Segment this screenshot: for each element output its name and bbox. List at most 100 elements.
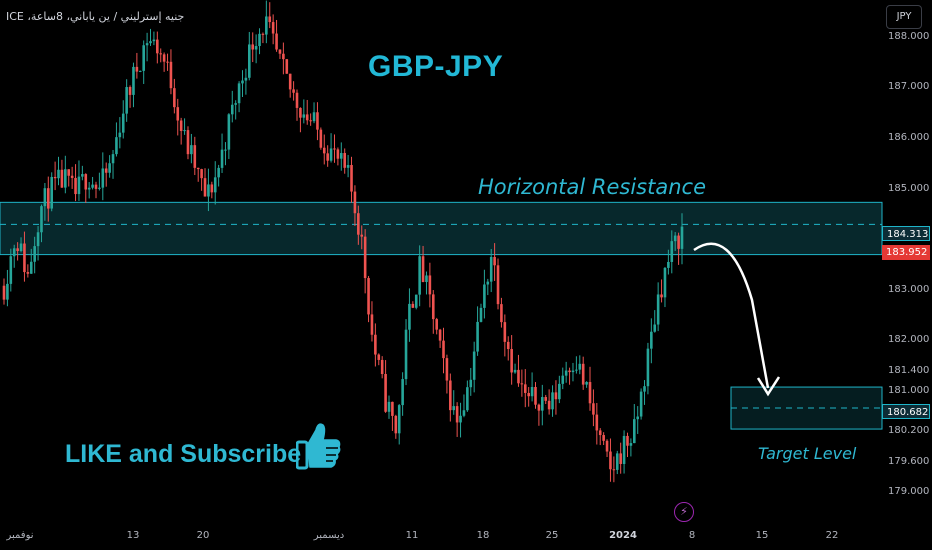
candle-body	[370, 314, 374, 335]
candle-body	[462, 410, 466, 416]
currency-button[interactable]: JPY	[886, 5, 922, 29]
y-tick-label: 182.000	[888, 334, 930, 346]
candle-body	[57, 169, 60, 179]
x-tick-label: 22	[825, 530, 839, 541]
candle-body	[428, 275, 432, 295]
candle-body	[268, 16, 272, 23]
candle-body	[612, 469, 616, 471]
lightning-icon[interactable]: ⚡	[674, 502, 694, 522]
candle-body	[162, 54, 166, 62]
y-tick-label: 180.200	[888, 425, 930, 437]
candle-body	[510, 349, 513, 373]
upper-price-tag: 184.313	[882, 226, 930, 241]
candle-body	[190, 145, 193, 155]
candle-body	[145, 43, 149, 46]
candle-body	[445, 358, 449, 381]
candle-body	[404, 329, 408, 380]
candle-body	[523, 384, 527, 393]
target-label: Target Level	[758, 444, 857, 463]
candle-body	[333, 148, 336, 150]
candle-body	[619, 453, 622, 464]
candle-body	[581, 363, 585, 385]
candle-body	[224, 149, 227, 151]
candle-body	[316, 112, 319, 130]
candle-body	[677, 235, 680, 249]
candle-body	[179, 120, 183, 131]
candle-body	[551, 392, 554, 410]
candle-body	[636, 416, 640, 420]
candle-body	[278, 49, 282, 54]
candle-body	[431, 294, 435, 320]
candle-body	[19, 243, 23, 252]
candle-body	[305, 114, 309, 121]
candle-body	[622, 435, 626, 464]
x-tick-label: 15	[755, 530, 769, 541]
symbol-label[interactable]: جنيه إسترليني / ين ياباني، 8ساعة، ICE	[6, 10, 185, 23]
like-subscribe-text: LIKE and Subscribe	[65, 440, 302, 468]
candle-body	[295, 92, 299, 108]
x-tick-label: 8	[688, 530, 696, 541]
candle-body	[166, 61, 169, 63]
candle-body	[36, 232, 40, 247]
candle-body	[346, 165, 350, 168]
candle-body	[561, 375, 565, 384]
y-tick-label: 187.000	[888, 81, 930, 93]
candle-body	[670, 241, 674, 262]
candle-body	[271, 22, 275, 34]
candle-body	[186, 130, 190, 155]
candle-body	[466, 387, 469, 411]
candle-body	[343, 153, 347, 168]
projection-arrow	[693, 242, 770, 389]
candle-body	[275, 33, 278, 50]
candle-body	[442, 340, 445, 359]
candle-body	[176, 107, 180, 121]
candle-body	[493, 256, 496, 266]
candle-body	[479, 307, 483, 322]
candle-body	[12, 248, 16, 257]
candle-body	[639, 391, 643, 417]
candle-body	[564, 370, 568, 376]
candle-body	[595, 414, 599, 431]
target-price-tag: 180.682	[882, 404, 930, 419]
candle-body	[357, 213, 360, 235]
candle-body	[203, 178, 207, 197]
candle-body	[98, 187, 101, 189]
candle-body	[626, 435, 629, 446]
candle-body	[132, 66, 135, 95]
x-tick-label: 11	[405, 530, 419, 541]
chart-title: GBP-JPY	[368, 50, 504, 83]
candle-body	[667, 261, 670, 268]
candle-body	[489, 256, 493, 282]
candle-body	[152, 39, 156, 42]
candle-body	[53, 176, 57, 179]
candle-body	[9, 256, 13, 284]
candle-body	[500, 304, 503, 323]
candle-body	[534, 386, 537, 405]
candle-body	[673, 235, 677, 242]
candle-body	[326, 153, 329, 161]
candle-body	[660, 294, 663, 298]
candle-body	[633, 419, 636, 444]
candle-body	[94, 184, 98, 189]
candle-body	[26, 272, 30, 274]
candle-body	[118, 132, 122, 138]
candle-body	[452, 406, 456, 411]
candle-body	[680, 226, 684, 249]
candle-body	[374, 334, 377, 355]
candle-body	[254, 46, 258, 50]
candle-body	[60, 169, 64, 188]
candle-body	[169, 61, 173, 89]
candle-body	[40, 206, 43, 233]
candle-body	[200, 169, 203, 179]
candle-body	[29, 261, 33, 274]
candle-body	[605, 440, 609, 452]
y-tick-label: 186.000	[888, 131, 930, 143]
x-tick-label: نوفمبر	[6, 530, 34, 541]
candle-body	[646, 348, 650, 387]
x-tick-label: 20	[196, 530, 210, 541]
y-tick-label: 188.000	[888, 30, 930, 42]
candle-body	[50, 176, 53, 209]
candle-body	[435, 319, 438, 330]
